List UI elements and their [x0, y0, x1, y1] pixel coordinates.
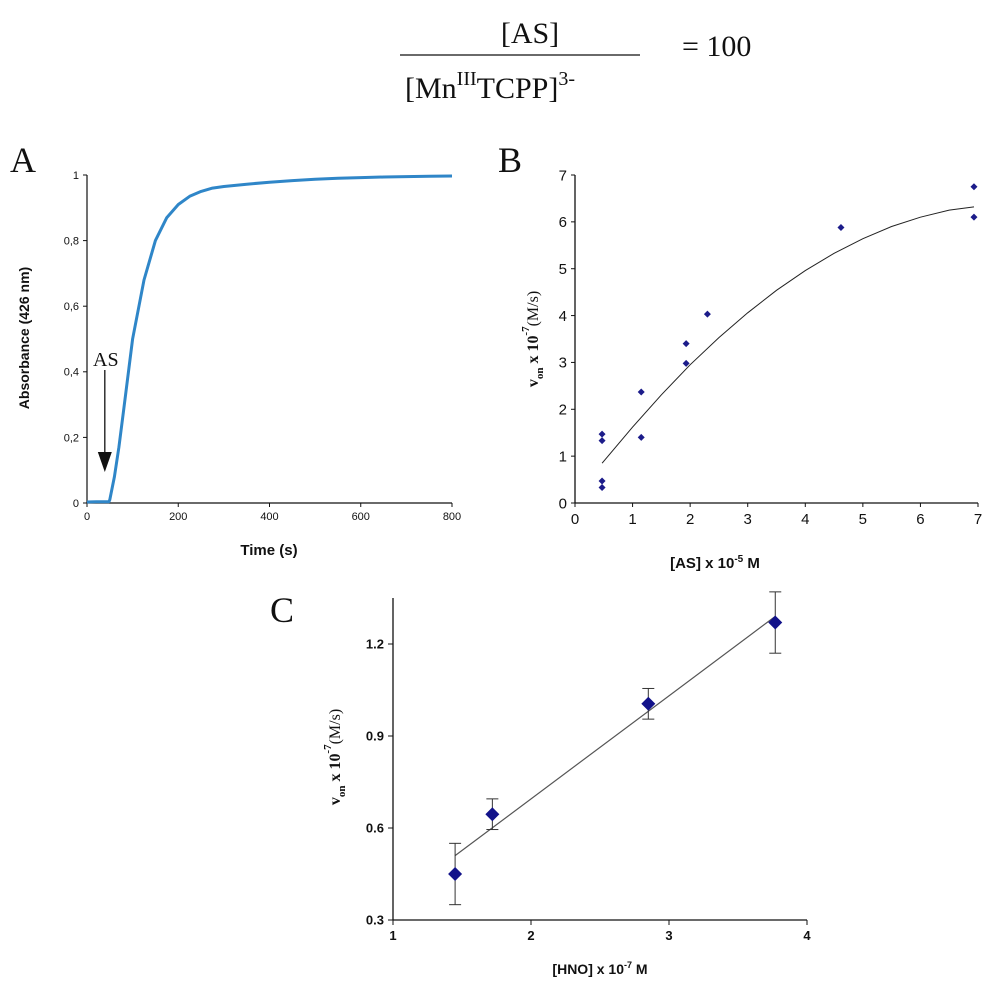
- equation-denominator: [MnIIITCPP]3-: [405, 68, 575, 105]
- linear-trendline: [454, 615, 776, 857]
- absorbance-time-chart: Time (s) Absorbance (426 nm) 0 200 400 600 8…: [16, 170, 461, 559]
- chart-a-y-tick-label: 0,6: [64, 301, 79, 313]
- data-point: [598, 477, 606, 485]
- ratio-equation: [AS] [MnIIITCPP]3- = 100: [400, 17, 751, 105]
- von-vs-hno-chart: [HNO] x 10-7 M von x 10-7(M/s) 1 2 3 40.30.…: [322, 591, 811, 977]
- data-point: [598, 430, 606, 438]
- equation-denominator-rest: TCPP]: [477, 72, 559, 105]
- data-point: [682, 359, 690, 367]
- chart-b-y-axis-label-main: v: [525, 379, 542, 387]
- chart-c-y-axis-label-main: v: [327, 797, 344, 805]
- chart-b-y-tick-label: 2: [559, 402, 567, 419]
- chart-b-x-tick-label: 5: [859, 511, 867, 528]
- chart-b-y-axis-label-sub: on: [534, 368, 546, 380]
- chart-c-y-tick-label: 1.2: [366, 637, 384, 652]
- chart-a-y-tick-label: 0,4: [64, 367, 79, 379]
- equation-denominator-main: [Mn: [405, 72, 457, 105]
- data-point: [598, 484, 606, 492]
- data-point: [641, 696, 656, 711]
- von-vs-as-chart: [AS] x 10-5 M von x 10-7(M/s) 0 1 2 3 4 5 6 7 0 1…: [520, 167, 982, 572]
- chart-b-x-tick-label: 3: [744, 511, 752, 528]
- chart-b-x-axis-label: [AS] x 10-5 M: [670, 554, 760, 572]
- chart-b-x-tick-label: 6: [916, 511, 924, 528]
- chart-c-y-axis-label-mid: x 10: [327, 754, 344, 786]
- data-point: [598, 437, 606, 445]
- chart-b-y-tick-label: 5: [559, 261, 567, 278]
- chart-a-x-tick-label: 800: [443, 511, 461, 523]
- chart-b-y-tick-label: 6: [559, 214, 567, 231]
- chart-b-y-axis-label: von x 10-7(M/s): [520, 291, 546, 387]
- chart-a-y-tick-label: 1: [73, 170, 79, 182]
- chart-c-x-axis-label-main: [HNO] x 10: [552, 961, 624, 977]
- chart-c-y-axis-label-tail: (M/s): [327, 709, 344, 745]
- chart-b-y-axis-label-sup: -7: [520, 326, 532, 336]
- chart-c-y-tick-label: 0.3: [366, 913, 384, 928]
- polynomial-trendline: [601, 206, 975, 464]
- chart-b-x-tick-label: 2: [686, 511, 694, 528]
- equation-equals: = 100: [682, 30, 751, 63]
- chart-b-y-tick-label: 4: [559, 308, 567, 325]
- chart-b-y-tick-label: 3: [559, 355, 567, 372]
- data-point: [682, 340, 690, 348]
- equation-denominator-sup: III: [457, 68, 477, 90]
- chart-c-y-tick-label: 0.9: [366, 729, 384, 744]
- data-point: [637, 388, 645, 396]
- chart-a-y-tick-label: 0: [73, 498, 79, 510]
- chart-b-x-tick-label: 0: [571, 511, 579, 528]
- data-point: [485, 807, 500, 822]
- chart-c-y-axis-label-sub: on: [336, 786, 348, 798]
- chart-b-y-tick-label: 0: [559, 495, 567, 512]
- panel-label-c: C: [270, 590, 294, 630]
- chart-c-x-axis-label-tail: M: [632, 961, 648, 977]
- data-point: [703, 310, 711, 318]
- chart-c-x-tick-label: 2: [527, 928, 534, 943]
- chart-b-x-axis-label-tail: M: [743, 555, 760, 572]
- chart-c-y-axis-label: von x 10-7(M/s): [322, 709, 348, 805]
- chart-b-x-tick-label: 1: [628, 511, 636, 528]
- panel-label-a: A: [10, 140, 36, 180]
- chart-b-x-axis-label-sup: -5: [734, 554, 743, 565]
- chart-b-x-tick-label: 4: [801, 511, 809, 528]
- panel-label-b: B: [498, 140, 522, 180]
- chart-a-y-tick-label: 0,2: [64, 432, 79, 444]
- chart-a-x-tick-label: 0: [84, 511, 90, 523]
- chart-b-y-tick-label: 1: [559, 448, 567, 465]
- equation-numerator: [AS]: [501, 17, 559, 50]
- chart-c-x-tick-label: 3: [665, 928, 672, 943]
- chart-b-x-axis-label-main: [AS] x 10: [670, 555, 734, 572]
- data-point: [768, 615, 783, 630]
- chart-b-y-axis-label-mid: x 10: [525, 336, 542, 368]
- absorbance-curve: [86, 174, 453, 504]
- chart-c-x-axis-label-sup: -7: [624, 960, 632, 970]
- data-point: [970, 213, 978, 221]
- addition-arrow-head: [97, 452, 112, 472]
- chart-c-x-tick-label: 4: [803, 928, 811, 943]
- chart-c-x-axis-label: [HNO] x 10-7 M: [552, 960, 647, 977]
- chart-a-x-axis-label: Time (s): [240, 542, 297, 559]
- data-point: [837, 223, 845, 231]
- data-point: [448, 867, 463, 881]
- chart-b-x-tick-label: 7: [974, 511, 982, 528]
- chart-a-x-tick-label: 400: [260, 511, 278, 523]
- chart-c-x-tick-label: 1: [389, 928, 396, 943]
- data-point: [970, 183, 978, 191]
- chart-a-x-tick-label: 600: [352, 511, 370, 523]
- equation-denominator-charge: 3-: [558, 68, 575, 90]
- chart-a-y-axis-label: Absorbance (426 nm): [16, 267, 32, 409]
- data-point: [637, 433, 645, 441]
- chart-b-y-axis-label-tail: (M/s): [525, 291, 542, 327]
- chart-a-y-tick-label: 0,8: [64, 235, 79, 247]
- chart-b-y-tick-label: 7: [559, 167, 567, 184]
- chart-c-y-tick-label: 0.6: [366, 821, 384, 836]
- addition-arrow-label: AS: [93, 349, 119, 371]
- chart-c-y-axis-label-sup: -7: [322, 744, 334, 754]
- chart-a-x-tick-label: 200: [169, 511, 187, 523]
